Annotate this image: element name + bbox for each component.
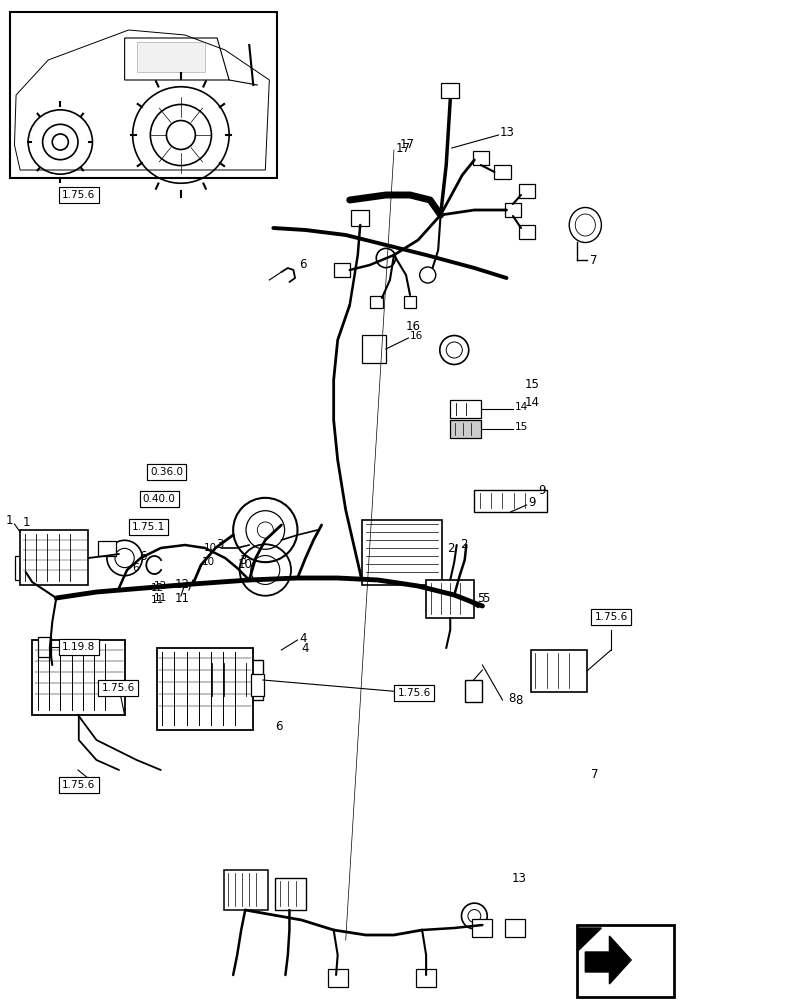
Bar bbox=[403, 296, 416, 308]
Text: 2: 2 bbox=[459, 538, 467, 550]
Text: 10: 10 bbox=[237, 558, 252, 570]
Text: 1.75.6: 1.75.6 bbox=[62, 780, 96, 790]
Bar bbox=[333, 263, 349, 277]
Text: 16: 16 bbox=[410, 331, 422, 341]
Text: 8: 8 bbox=[507, 692, 515, 704]
Text: 11: 11 bbox=[174, 592, 190, 605]
Polygon shape bbox=[585, 936, 630, 984]
Bar bbox=[369, 296, 382, 308]
Bar bbox=[20, 530, 88, 585]
Bar bbox=[441, 83, 459, 98]
Bar bbox=[10, 12, 277, 178]
Text: 1.75.6: 1.75.6 bbox=[101, 683, 135, 693]
Bar bbox=[504, 203, 520, 217]
Bar bbox=[472, 151, 488, 165]
Text: 12: 12 bbox=[174, 578, 190, 591]
Text: 0.36.0: 0.36.0 bbox=[149, 467, 183, 477]
Text: 14: 14 bbox=[514, 402, 527, 412]
Bar bbox=[157, 648, 253, 730]
Text: 1.75.6: 1.75.6 bbox=[101, 683, 135, 693]
Bar bbox=[206, 660, 263, 700]
Text: 1.75.6: 1.75.6 bbox=[62, 780, 96, 790]
Bar bbox=[472, 919, 491, 937]
Text: 0.36.0: 0.36.0 bbox=[149, 467, 183, 477]
Text: 15: 15 bbox=[514, 422, 527, 432]
Bar bbox=[361, 520, 442, 585]
Text: 4: 4 bbox=[301, 643, 308, 656]
Text: 1.19.8: 1.19.8 bbox=[62, 642, 96, 652]
Text: 1.19.8: 1.19.8 bbox=[62, 642, 96, 652]
Polygon shape bbox=[578, 928, 601, 950]
Bar bbox=[251, 674, 263, 696]
Text: 4: 4 bbox=[299, 632, 306, 645]
Text: 6: 6 bbox=[132, 563, 139, 573]
Bar bbox=[98, 540, 116, 556]
Text: 1.75.6: 1.75.6 bbox=[397, 688, 430, 698]
Text: 1.75.1: 1.75.1 bbox=[132, 522, 165, 532]
Text: 7: 7 bbox=[590, 768, 597, 780]
Text: 17: 17 bbox=[399, 137, 414, 150]
Text: 17: 17 bbox=[395, 141, 410, 154]
Text: 1.75.6: 1.75.6 bbox=[397, 688, 430, 698]
Bar bbox=[38, 637, 51, 657]
Bar bbox=[32, 640, 124, 715]
Bar bbox=[426, 580, 474, 618]
Text: 7: 7 bbox=[589, 253, 597, 266]
Bar bbox=[351, 210, 369, 226]
Bar bbox=[361, 335, 385, 363]
Text: 6: 6 bbox=[275, 720, 282, 734]
Text: 1.75.6: 1.75.6 bbox=[593, 612, 627, 622]
Text: 12: 12 bbox=[154, 581, 167, 591]
Text: 15: 15 bbox=[524, 378, 539, 391]
Text: 1: 1 bbox=[22, 516, 30, 530]
Bar bbox=[416, 969, 435, 987]
Bar bbox=[530, 650, 586, 692]
Text: 9: 9 bbox=[538, 485, 545, 497]
Text: 1.75.6: 1.75.6 bbox=[593, 612, 627, 622]
Bar bbox=[504, 919, 524, 937]
Text: 5: 5 bbox=[477, 591, 484, 604]
Text: 1.75.1: 1.75.1 bbox=[132, 522, 165, 532]
Bar bbox=[474, 490, 546, 512]
Text: 12: 12 bbox=[151, 583, 164, 593]
Bar bbox=[223, 870, 267, 910]
Text: 14: 14 bbox=[524, 396, 539, 410]
Bar bbox=[464, 680, 482, 702]
Ellipse shape bbox=[575, 214, 594, 236]
Text: 0.40.0: 0.40.0 bbox=[143, 494, 175, 504]
Text: 6: 6 bbox=[299, 258, 306, 271]
Text: 9: 9 bbox=[528, 496, 535, 510]
Bar bbox=[137, 42, 205, 72]
Text: 5: 5 bbox=[482, 591, 489, 604]
Text: 3: 3 bbox=[216, 538, 223, 552]
Bar bbox=[518, 184, 534, 198]
Text: 10: 10 bbox=[202, 557, 214, 567]
Text: 11: 11 bbox=[151, 595, 164, 605]
Ellipse shape bbox=[569, 208, 601, 242]
Bar bbox=[450, 400, 480, 418]
Bar bbox=[518, 225, 534, 239]
Text: 16: 16 bbox=[406, 320, 421, 334]
Bar bbox=[494, 165, 510, 179]
Text: 2: 2 bbox=[446, 542, 454, 554]
Bar bbox=[328, 969, 347, 987]
Text: 13: 13 bbox=[499, 126, 515, 139]
Bar bbox=[15, 556, 30, 580]
Text: 8: 8 bbox=[515, 694, 522, 706]
Bar bbox=[577, 925, 673, 997]
Text: 1.75.6: 1.75.6 bbox=[62, 190, 96, 200]
Text: 1: 1 bbox=[6, 514, 13, 526]
Text: 3: 3 bbox=[239, 554, 247, 566]
Text: 11: 11 bbox=[154, 593, 167, 603]
Text: 10: 10 bbox=[204, 543, 217, 553]
Text: 13: 13 bbox=[512, 871, 527, 884]
Text: 6: 6 bbox=[139, 550, 146, 562]
Text: 0.40.0: 0.40.0 bbox=[143, 494, 175, 504]
Bar bbox=[275, 878, 305, 910]
Bar bbox=[450, 420, 480, 438]
